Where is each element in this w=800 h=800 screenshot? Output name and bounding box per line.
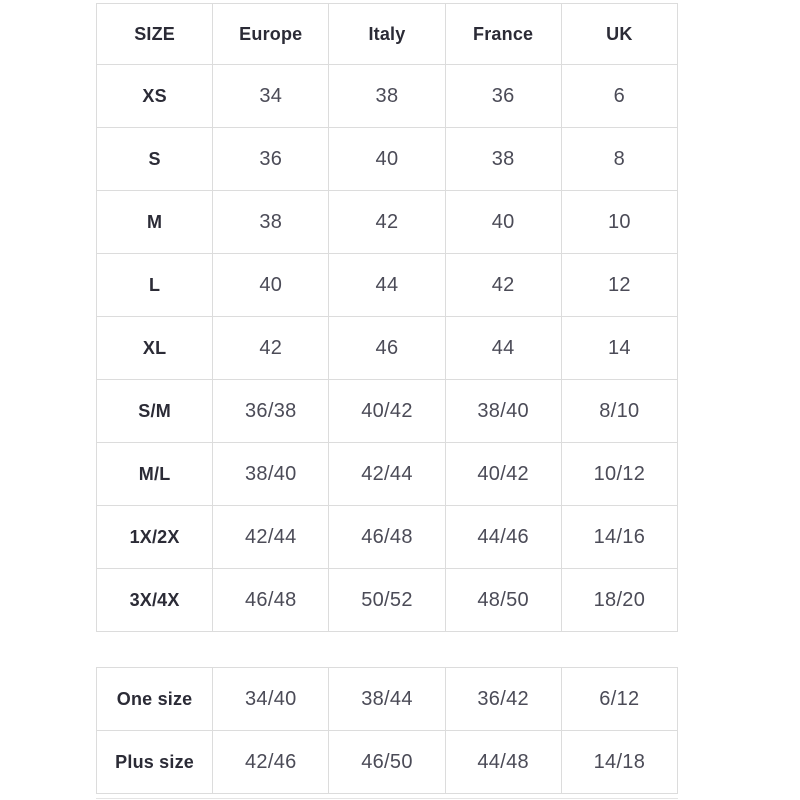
value-cell-europe: 34 (212, 64, 330, 128)
column-header-uk: UK (560, 3, 679, 65)
table-row-plus-size: Plus size 42/46 46/50 44/48 14/18 (95, 730, 679, 794)
size-label-cell: L (95, 253, 214, 317)
value-cell-uk: 18/20 (560, 568, 679, 632)
value-cell-uk: 6 (560, 64, 679, 128)
table-row-xs: XS 34 38 36 6 (95, 64, 679, 128)
value-cell-uk: 14 (560, 316, 679, 380)
table-row-s: S 36 40 38 8 (95, 127, 679, 191)
value-cell-italy: 42 (328, 190, 446, 254)
value-cell-france: 44/48 (444, 730, 562, 794)
value-cell-europe: 42/46 (212, 730, 330, 794)
value-cell-italy: 46/50 (328, 730, 446, 794)
value-cell-italy: 46 (328, 316, 446, 380)
value-cell-france: 44 (444, 316, 562, 380)
size-label-cell: S (95, 127, 214, 191)
value-cell-europe: 42 (212, 316, 330, 380)
size-label-cell: XL (95, 316, 214, 380)
size-label-cell: One size (95, 667, 214, 731)
column-header-italy: Italy (328, 3, 446, 65)
value-cell-europe: 34/40 (212, 667, 330, 731)
table-row-one-size: One size 34/40 38/44 36/42 6/12 (95, 667, 679, 731)
size-conversion-table-body: XS 34 38 36 6 S 36 40 38 8 M 38 42 40 10 (95, 64, 679, 632)
value-cell-uk: 10/12 (560, 442, 679, 506)
value-cell-france: 40 (444, 190, 562, 254)
size-label-cell: 3X/4X (95, 568, 214, 632)
value-cell-europe: 42/44 (212, 505, 330, 569)
table-row-m-l: M/L 38/40 42/44 40/42 10/12 (95, 442, 679, 506)
value-cell-uk: 14/16 (560, 505, 679, 569)
value-cell-europe: 40 (212, 253, 330, 317)
table-row-1x-2x: 1X/2X 42/44 46/48 44/46 14/16 (95, 505, 679, 569)
table-row-l: L 40 44 42 12 (95, 253, 679, 317)
size-label-cell: M/L (95, 442, 214, 506)
value-cell-uk: 12 (560, 253, 679, 317)
value-cell-uk: 14/18 (560, 730, 679, 794)
size-label-cell: S/M (95, 379, 214, 443)
value-cell-italy: 50/52 (328, 568, 446, 632)
value-cell-italy: 40/42 (328, 379, 446, 443)
value-cell-france: 42 (444, 253, 562, 317)
value-cell-europe: 36/38 (212, 379, 330, 443)
value-cell-france: 36 (444, 64, 562, 128)
size-label-cell: 1X/2X (95, 505, 214, 569)
value-cell-italy: 38 (328, 64, 446, 128)
value-cell-france: 36/42 (444, 667, 562, 731)
value-cell-italy: 38/44 (328, 667, 446, 731)
special-sizes-table-body: One size 34/40 38/44 36/42 6/12 Plus siz… (95, 667, 679, 794)
size-conversion-table: SIZE Europe Italy France UK XS 34 38 36 … (95, 3, 679, 632)
value-cell-france: 38/40 (444, 379, 562, 443)
value-cell-europe: 46/48 (212, 568, 330, 632)
value-cell-europe: 38/40 (212, 442, 330, 506)
size-label-cell: Plus size (95, 730, 214, 794)
table-row-m: M 38 42 40 10 (95, 190, 679, 254)
value-cell-france: 38 (444, 127, 562, 191)
table-row-xl: XL 42 46 44 14 (95, 316, 679, 380)
column-header-france: France (444, 3, 562, 65)
value-cell-uk: 8 (560, 127, 679, 191)
value-cell-france: 48/50 (444, 568, 562, 632)
value-cell-italy: 46/48 (328, 505, 446, 569)
value-cell-france: 40/42 (444, 442, 562, 506)
header-row: SIZE Europe Italy France UK (95, 3, 679, 65)
value-cell-europe: 36 (212, 127, 330, 191)
value-cell-france: 44/46 (444, 505, 562, 569)
next-table-cutoff-border (96, 798, 678, 799)
column-header-europe: Europe (212, 3, 330, 65)
value-cell-uk: 10 (560, 190, 679, 254)
size-label-cell: M (95, 190, 214, 254)
size-conversion-table-header: SIZE Europe Italy France UK (95, 3, 679, 65)
special-sizes-table: One size 34/40 38/44 36/42 6/12 Plus siz… (95, 667, 679, 794)
table-row-s-m: S/M 36/38 40/42 38/40 8/10 (95, 379, 679, 443)
value-cell-italy: 42/44 (328, 442, 446, 506)
table-row-3x-4x: 3X/4X 46/48 50/52 48/50 18/20 (95, 568, 679, 632)
value-cell-uk: 6/12 (560, 667, 679, 731)
value-cell-uk: 8/10 (560, 379, 679, 443)
value-cell-europe: 38 (212, 190, 330, 254)
size-label-cell: XS (95, 64, 214, 128)
column-header-size: SIZE (95, 3, 214, 65)
value-cell-italy: 44 (328, 253, 446, 317)
value-cell-italy: 40 (328, 127, 446, 191)
